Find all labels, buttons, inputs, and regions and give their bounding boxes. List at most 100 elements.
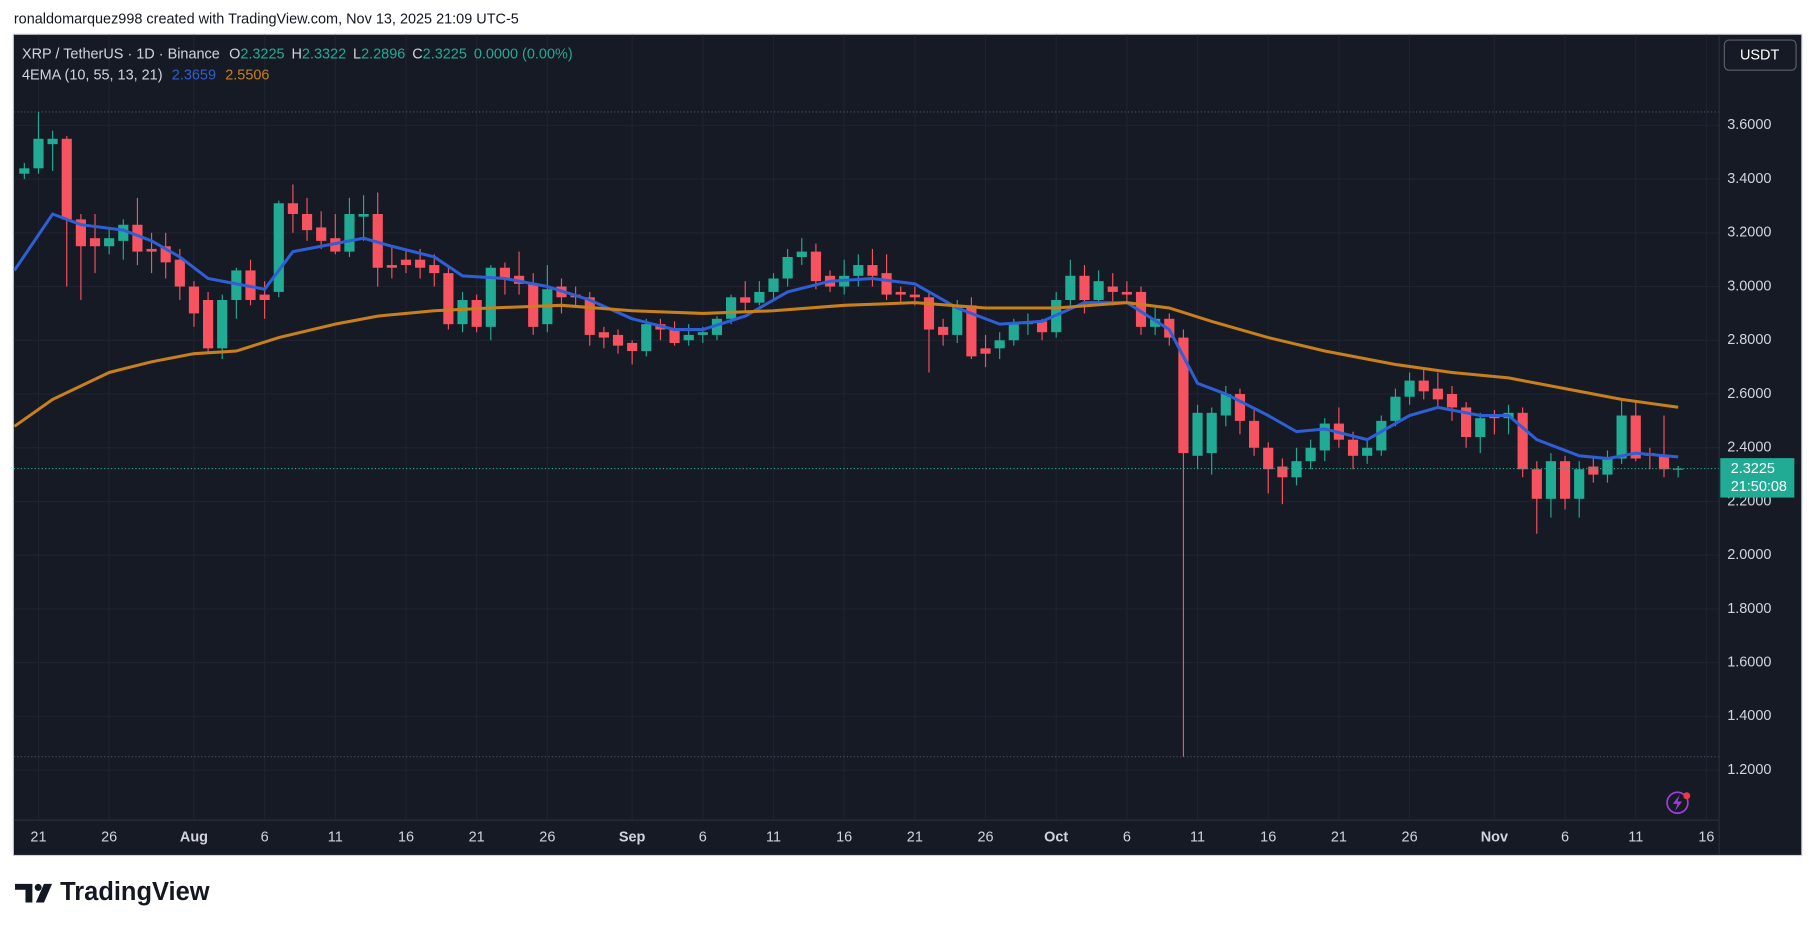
grid [13, 34, 1720, 821]
change-label: 0.0000 (0.00%) [474, 46, 573, 62]
candle-body [754, 291, 765, 303]
candle-body [669, 329, 680, 343]
candle-body [203, 299, 214, 349]
price-tag-countdown: 21:50:08 [1731, 479, 1787, 495]
x-tick-label: 16 [836, 829, 852, 845]
candle-body [1559, 461, 1571, 499]
candle-body [429, 265, 440, 274]
candle-body [1150, 318, 1161, 327]
ohlc-value: 2.3225 [423, 46, 467, 62]
candle-body [1630, 415, 1641, 459]
candle-body [1277, 466, 1288, 478]
candle-body [188, 286, 200, 314]
candle-body [118, 224, 129, 241]
y-tick-label: 3.2000 [1727, 225, 1771, 241]
alert-dot[interactable] [1683, 792, 1691, 800]
candle-body [952, 305, 963, 335]
ohlc-letter: L [353, 46, 361, 62]
candle-body [1574, 469, 1585, 499]
y-tick-label: 1.2000 [1727, 762, 1771, 778]
alert-bolt[interactable] [1672, 794, 1683, 811]
candle-body [1206, 412, 1217, 454]
candle-body [344, 214, 355, 252]
logo-mark [34, 883, 42, 891]
x-tick-label: 16 [1260, 829, 1276, 845]
candle-body [1658, 455, 1670, 470]
x-tick-label: 21 [907, 829, 923, 845]
x-tick-label: 21 [469, 829, 485, 845]
candle-body [316, 227, 327, 241]
candle-body [47, 138, 58, 145]
indicator-legend: 4EMA (10, 55, 13, 21) 2.3659 2.5506 [22, 67, 269, 83]
y-tick-label: 2.4000 [1727, 440, 1771, 456]
candle-body [1376, 420, 1387, 451]
x-tick-label: 11 [328, 829, 343, 845]
x-tick-label: 26 [1402, 829, 1418, 845]
legend-line: XRP / TetherUS · 1D · Binance O2.3225 H2.3… [22, 46, 573, 62]
candle-body [104, 238, 115, 247]
candle-body [1390, 396, 1401, 421]
ema-value: 2.3659 [172, 67, 216, 83]
candle-body [217, 299, 228, 349]
candle-body [740, 297, 751, 303]
candle-body [1220, 394, 1231, 416]
candle-body [1461, 407, 1472, 437]
candle-body [994, 340, 1005, 349]
candle-body [782, 256, 793, 279]
logo-mark [15, 883, 33, 903]
symbol-title: XRP / TetherUS · 1D · Binance [22, 46, 220, 62]
price-tag-value: 2.3225 [1731, 461, 1775, 477]
candle-body [146, 248, 157, 252]
candle-body [1107, 286, 1118, 292]
candle-body [287, 203, 298, 215]
candle-body [443, 273, 454, 325]
candle-body [683, 334, 694, 341]
currency-button[interactable] [1723, 39, 1797, 71]
candle-body [584, 297, 595, 335]
candle-body [33, 138, 44, 169]
candle-body [1249, 420, 1260, 448]
ema-value: 2.5506 [225, 67, 269, 83]
candle-body [89, 238, 101, 247]
candle-body [1588, 466, 1599, 475]
candle-body [358, 214, 369, 217]
indicator-name: 4EMA (10, 55, 13, 21) [22, 67, 163, 83]
y-tick-label: 3.6000 [1727, 117, 1771, 133]
candle-body [1418, 380, 1429, 392]
candle-body [386, 265, 397, 268]
candle-body [75, 219, 86, 247]
candle-body [1093, 281, 1104, 300]
candle-body [1347, 439, 1359, 456]
x-tick-label: Oct [1044, 829, 1068, 845]
x-tick-label: Nov [1481, 829, 1508, 845]
ohlc-letter: C [412, 46, 422, 62]
candle-body [19, 168, 30, 174]
x-tick-label: 6 [1561, 829, 1569, 845]
candle-body [259, 294, 270, 300]
x-tick-label: 11 [1628, 829, 1643, 845]
x-tick-label: 26 [977, 829, 993, 845]
ohlc-letter: H [291, 46, 301, 62]
candle-body [273, 203, 284, 292]
candle-body [1517, 412, 1528, 470]
candle-body [1475, 418, 1486, 437]
chart-frame [12, 33, 1803, 857]
candle-body [1446, 394, 1458, 408]
candle-body [1263, 447, 1274, 470]
price-tag [1720, 458, 1795, 498]
candle-body [1531, 469, 1542, 499]
candle-body [641, 324, 652, 352]
y-tick-label: 2.0000 [1727, 547, 1771, 563]
candle-body [499, 267, 511, 279]
candle-body [1121, 291, 1132, 295]
plot [13, 111, 1720, 758]
candle-body [627, 342, 638, 352]
candle-body [1192, 412, 1203, 456]
currency-label[interactable]: USDT [1740, 47, 1779, 63]
alert-icon[interactable] [1666, 791, 1691, 815]
x-tick-label: 16 [1698, 829, 1714, 845]
candle-body [457, 299, 468, 325]
candle-body [471, 299, 482, 327]
alert-ring[interactable] [1666, 791, 1689, 815]
candle-body [1616, 415, 1627, 459]
